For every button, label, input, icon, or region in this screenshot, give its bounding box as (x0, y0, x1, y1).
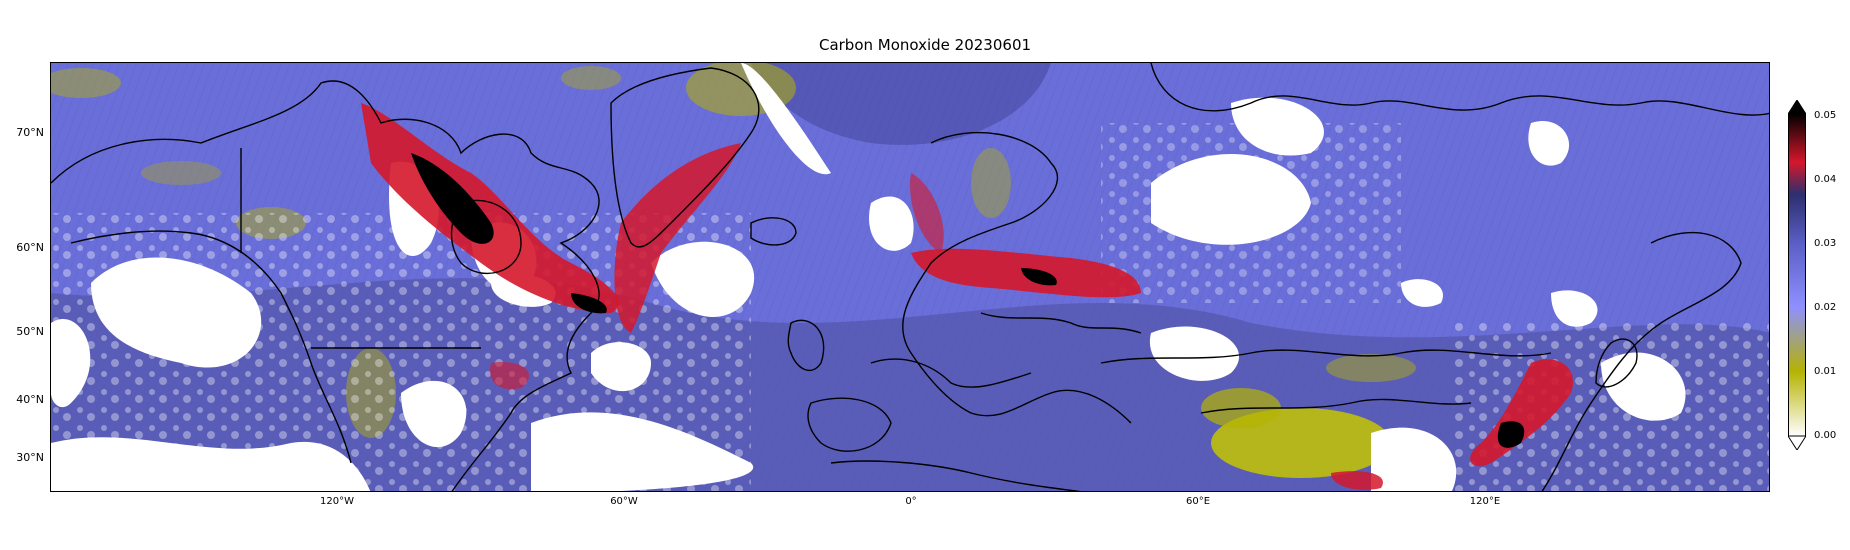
cloud-mask (1149, 326, 1240, 381)
lat-label-50n: 50°N (16, 325, 44, 338)
lat-label-70n: 70°N (16, 126, 44, 139)
high-co-patch-atlantic (490, 362, 530, 390)
co-map-panel (50, 62, 1770, 492)
low-co-patch (971, 148, 1011, 218)
coastline-europe (902, 131, 1132, 424)
cloud-speckle (1101, 123, 1401, 303)
coastline-hudson (450, 199, 522, 274)
coastline-arctic-russia (1150, 63, 1769, 116)
colorbar (1788, 100, 1806, 450)
peak-co-canada (571, 293, 607, 314)
colorbar-extend-min (1788, 435, 1806, 450)
colorbar-extend-max (1788, 100, 1806, 115)
cloud-mask (1528, 121, 1570, 166)
border-asia-1 (1100, 349, 1552, 364)
cloud-speckle (1451, 323, 1769, 491)
coastline-alaska (70, 230, 352, 464)
lon-label-120e: 120°E (1469, 496, 1501, 507)
low-co-patch (561, 66, 621, 90)
low-co-patch (51, 68, 121, 98)
high-co-plume-canada (361, 103, 619, 313)
high-co-plume-scandinavia (910, 173, 944, 253)
colorbar-tick-label: 0.00 (1814, 430, 1837, 441)
cloud-mask (869, 196, 914, 251)
coastline-japan (1595, 338, 1638, 388)
dark-co-north (751, 63, 1051, 145)
border-europe-2 (980, 312, 1142, 334)
map-title: Carbon Monoxide 20230601 (818, 36, 1032, 54)
cloud-mask (1401, 279, 1443, 307)
colorbar-tick-label: 0.02 (1814, 302, 1837, 313)
coastline-iberia (807, 397, 892, 452)
border-europe-1 (870, 358, 1032, 388)
high-co-plume-china (1470, 359, 1573, 467)
colorbar-tick-label: 0.04 (1814, 174, 1837, 185)
cloud-mask (1371, 427, 1457, 491)
lon-label-60e: 60°E (1185, 496, 1211, 507)
coastline-africa (830, 460, 1081, 491)
coastline-north-america (51, 80, 600, 491)
coastline-iceland (750, 217, 797, 246)
co-map-canvas (51, 63, 1769, 491)
coastline-greenland (610, 67, 760, 248)
border-asia-2 (1200, 398, 1472, 414)
colorbar-gradient (1788, 113, 1806, 437)
lat-label-60n: 60°N (16, 241, 44, 254)
colorbar-tick-label: 0.03 (1814, 238, 1837, 249)
lon-label-0: 0° (905, 496, 917, 507)
lat-label-30n: 30°N (16, 451, 44, 464)
colorbar-tick-label: 0.01 (1814, 366, 1837, 377)
peak-co-china (1497, 421, 1525, 448)
high-co-plume-greenland (614, 143, 741, 333)
high-co-patch-asia (1331, 471, 1383, 490)
peak-co-canada (411, 153, 494, 244)
lon-label-120w: 120°W (320, 496, 354, 507)
low-co-patch (1326, 354, 1416, 382)
cloud-mask (741, 63, 831, 175)
coastline-east-asia (1541, 231, 1742, 491)
peak-co-europe (1021, 268, 1057, 286)
coastline-uk (787, 319, 825, 372)
lon-label-60w: 60°W (610, 496, 638, 507)
colorbar-tick-label: 0.05 (1814, 110, 1837, 121)
low-co-patch (141, 161, 221, 185)
cloud-mask (1551, 290, 1598, 327)
coastlines (51, 63, 1769, 491)
lat-label-40n: 40°N (16, 393, 44, 406)
